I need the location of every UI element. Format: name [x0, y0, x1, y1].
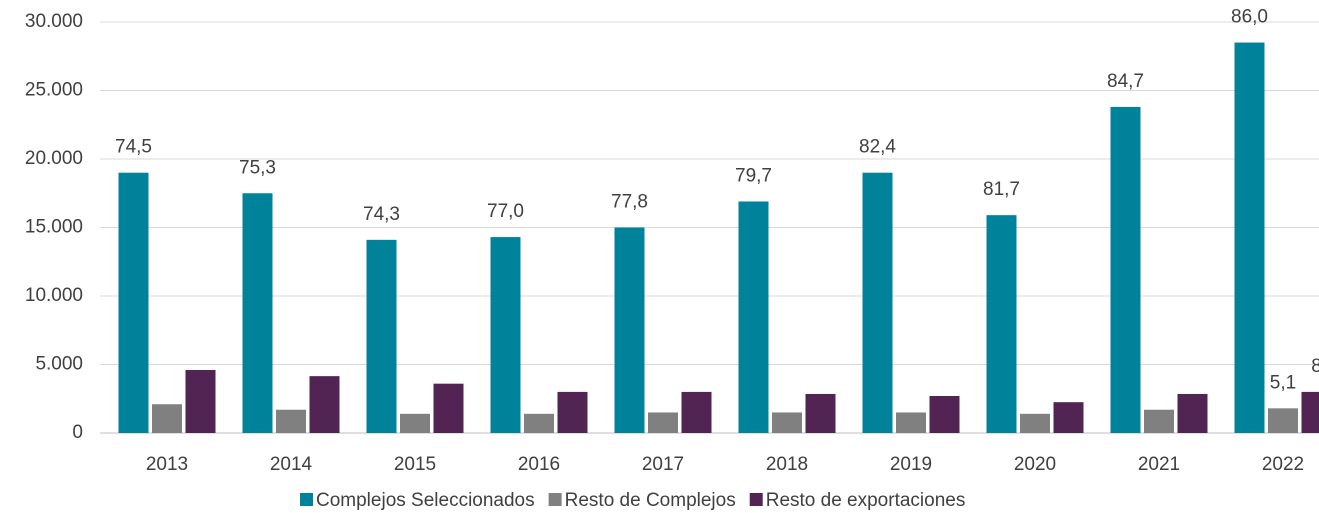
- x-tick-label: 2020: [1014, 454, 1056, 475]
- bar: [772, 412, 802, 433]
- x-tick-label: 2017: [642, 454, 684, 475]
- bar: [738, 201, 769, 433]
- data-label: 5,1: [1270, 372, 1296, 393]
- data-label: 79,7: [735, 165, 772, 186]
- x-tick-label: 2016: [518, 454, 560, 475]
- bar: [1301, 391, 1319, 433]
- legend-swatch: [548, 493, 562, 506]
- bar: [896, 412, 926, 433]
- legend-label: Complejos Seleccionados: [316, 490, 535, 511]
- bar: [1268, 408, 1298, 433]
- data-label: 8: [1311, 356, 1319, 377]
- x-tick-label: 2013: [146, 454, 188, 475]
- data-label: 81,7: [983, 179, 1020, 200]
- bar: [400, 413, 430, 433]
- bar: [152, 404, 182, 433]
- bar: [1144, 409, 1174, 433]
- legend-swatch: [300, 493, 313, 506]
- bar: [1177, 393, 1208, 433]
- bar: [118, 172, 149, 433]
- y-tick-label: 30.000: [25, 11, 83, 32]
- legend-label: Resto de exportaciones: [766, 490, 966, 511]
- bar: [648, 412, 678, 433]
- data-label: 84,7: [1107, 71, 1144, 92]
- data-label: 86,0: [1231, 7, 1268, 28]
- legend-swatch: [749, 493, 763, 506]
- y-tick-label: 20.000: [25, 148, 83, 169]
- bar: [309, 376, 340, 433]
- bar: [242, 193, 273, 433]
- data-label: 77,8: [611, 192, 648, 213]
- x-tick-label: 2021: [1138, 454, 1180, 475]
- bar: [986, 215, 1017, 433]
- x-tick-label: 2019: [890, 454, 932, 475]
- bar: [433, 383, 464, 433]
- legend-label: Resto de Complejos: [565, 490, 736, 511]
- data-label: 74,3: [363, 204, 400, 225]
- bar: [862, 172, 893, 433]
- x-tick-label: 2015: [394, 454, 436, 475]
- y-tick-label: 5.000: [35, 354, 83, 375]
- x-tick-label: 2022: [1262, 454, 1304, 475]
- bar: [929, 396, 960, 433]
- bar: [524, 413, 554, 433]
- bar: [490, 237, 521, 433]
- data-label: 74,5: [115, 137, 152, 158]
- bar: [185, 369, 216, 433]
- bar: [805, 393, 836, 433]
- bar: [276, 409, 306, 433]
- y-tick-label: 15.000: [25, 217, 83, 238]
- bar: [1020, 413, 1050, 433]
- bar: [681, 391, 712, 433]
- data-label: 82,4: [859, 137, 896, 158]
- bar: [614, 227, 645, 433]
- bar: [1234, 42, 1265, 434]
- y-tick-label: 10.000: [25, 285, 83, 306]
- y-tick-label: 25.000: [25, 80, 83, 101]
- bar: [366, 239, 397, 433]
- x-tick-label: 2018: [766, 454, 808, 475]
- bar: [557, 391, 588, 433]
- data-label: 75,3: [239, 157, 276, 178]
- x-tick-label: 2014: [270, 454, 313, 475]
- bar: [1110, 106, 1141, 433]
- data-label: 77,0: [487, 201, 524, 222]
- y-tick-label: 0: [72, 422, 83, 443]
- bar: [1053, 402, 1084, 433]
